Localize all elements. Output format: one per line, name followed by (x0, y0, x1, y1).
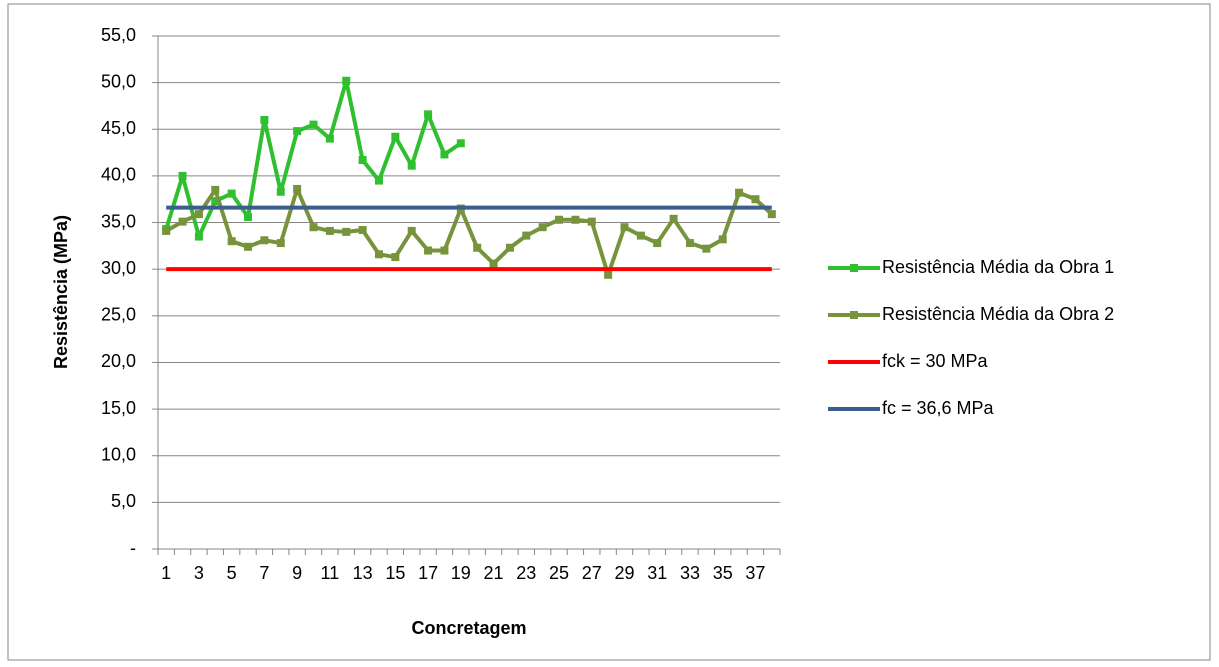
data-point (293, 184, 302, 193)
data-point (489, 259, 498, 268)
legend-label: fc = 36,6 MPa (882, 398, 995, 418)
data-point (178, 171, 187, 180)
y-tick-label: 25,0 (101, 305, 136, 325)
legend-label: Resistência Média da Obra 2 (882, 304, 1114, 324)
y-tick-label: 40,0 (101, 165, 136, 185)
data-point (555, 215, 564, 224)
x-tick-label: 19 (451, 563, 471, 583)
y-tick-label: 20,0 (101, 351, 136, 371)
x-tick-label: 21 (484, 563, 504, 583)
legend-marker (850, 264, 858, 272)
data-point (325, 226, 334, 235)
x-tick-label: 11 (321, 563, 340, 583)
data-point (669, 214, 678, 223)
data-point (358, 226, 367, 235)
data-point (424, 110, 433, 119)
data-point (391, 132, 400, 141)
y-tick-label: 45,0 (101, 118, 136, 138)
data-point (244, 242, 253, 251)
chart-border (7, 3, 1211, 661)
data-point (227, 237, 236, 246)
x-tick-label: 7 (259, 563, 269, 583)
y-tick-label: 50,0 (101, 71, 136, 91)
data-point (685, 239, 694, 248)
data-point (276, 239, 285, 248)
data-point (293, 127, 302, 136)
data-point (473, 243, 482, 252)
data-point (424, 246, 433, 255)
data-point (194, 232, 203, 241)
x-tick-label: 9 (292, 563, 302, 583)
data-point (374, 250, 383, 259)
y-tick-label: 35,0 (101, 211, 136, 231)
data-point (276, 187, 285, 196)
data-point (440, 246, 449, 255)
data-point (260, 236, 269, 245)
data-point (653, 239, 662, 248)
data-point (309, 223, 318, 232)
data-point (751, 195, 760, 204)
y-axis-title: Resistência (MPa) (51, 215, 71, 369)
data-point (587, 217, 596, 226)
x-tick-label: 15 (385, 563, 405, 583)
data-point (374, 176, 383, 185)
x-tick-label: 35 (713, 563, 733, 583)
x-tick-label: 31 (647, 563, 667, 583)
data-point (260, 115, 269, 124)
data-point (407, 226, 416, 235)
y-tick-label: 15,0 (101, 398, 136, 418)
data-point (718, 235, 727, 244)
data-point (358, 156, 367, 165)
y-tick-label: 55,0 (101, 25, 136, 45)
data-point (211, 197, 220, 206)
legend-label: Resistência Média da Obra 1 (882, 257, 1114, 277)
legend-marker (850, 311, 858, 319)
data-point (636, 231, 645, 240)
data-point (620, 223, 629, 232)
data-point (391, 253, 400, 262)
data-point (702, 244, 711, 253)
y-tick-label: 30,0 (101, 258, 136, 278)
x-tick-label: 1 (161, 563, 171, 583)
data-point (456, 139, 465, 148)
y-tick-label: 5,0 (111, 491, 136, 511)
x-tick-label: 27 (582, 563, 602, 583)
data-point (522, 231, 531, 240)
x-tick-label: 33 (680, 563, 700, 583)
data-point (227, 189, 236, 198)
data-point (735, 188, 744, 197)
data-point (244, 212, 253, 221)
x-tick-label: 37 (745, 563, 765, 583)
x-tick-label: 17 (418, 563, 438, 583)
data-point (194, 210, 203, 219)
data-point (342, 227, 351, 236)
x-tick-label: 25 (549, 563, 569, 583)
x-axis-title: Concretagem (411, 618, 526, 638)
data-point (538, 223, 547, 232)
x-tick-label: 29 (614, 563, 634, 583)
data-point (162, 226, 171, 235)
x-tick-label: 3 (194, 563, 204, 583)
data-point (505, 243, 514, 252)
x-tick-label: 13 (353, 563, 373, 583)
legend-label: fck = 30 MPa (882, 351, 989, 371)
data-point (211, 185, 220, 194)
data-point (440, 150, 449, 159)
data-point (767, 210, 776, 219)
data-point (325, 134, 334, 143)
data-point (178, 217, 187, 226)
x-tick-label: 23 (516, 563, 536, 583)
y-tick-label: - (130, 538, 136, 558)
y-tick-label: 10,0 (101, 444, 136, 464)
data-point (571, 215, 580, 224)
x-tick-label: 5 (227, 563, 237, 583)
data-point (604, 270, 613, 279)
data-point (407, 161, 416, 170)
data-point (309, 120, 318, 129)
data-point (342, 76, 351, 85)
